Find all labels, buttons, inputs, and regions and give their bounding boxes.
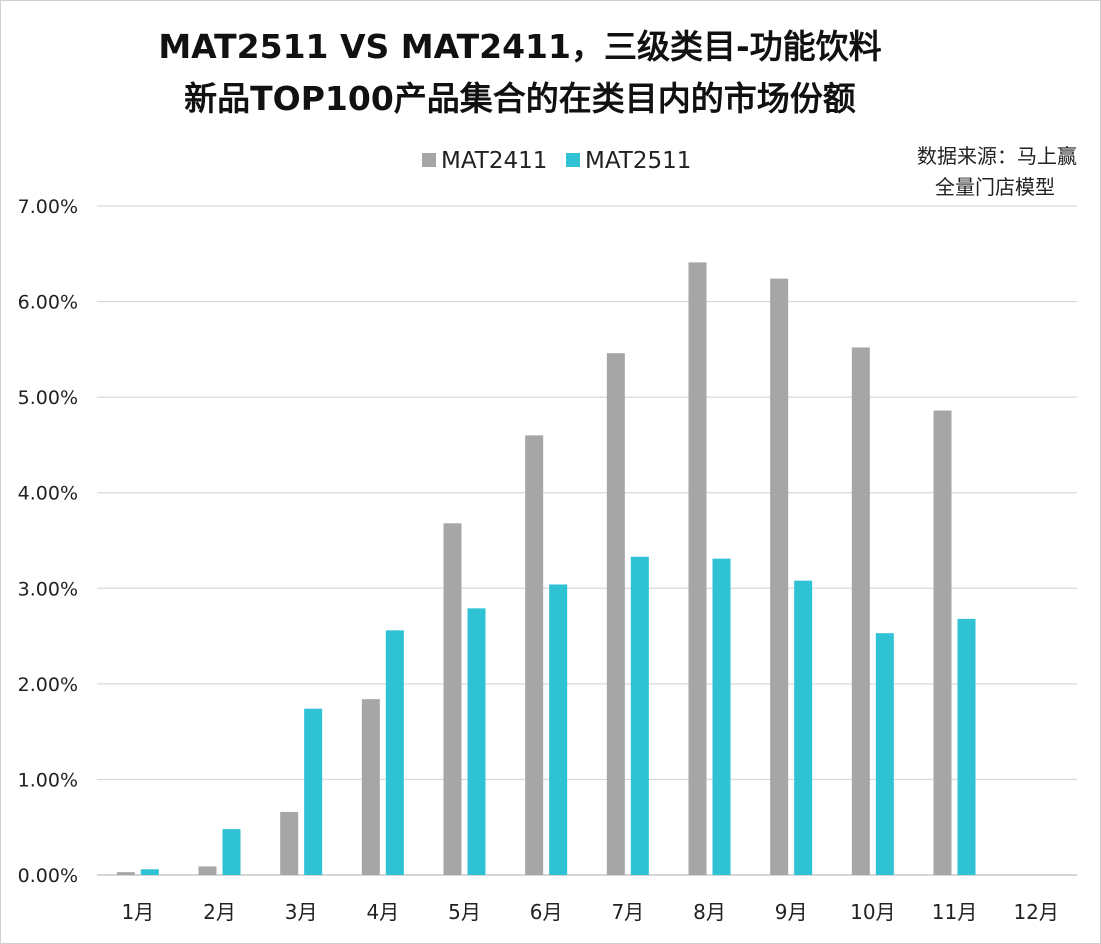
y-tick-label: 5.00% bbox=[18, 387, 78, 409]
bars bbox=[116, 262, 976, 876]
y-tick-label: 4.00% bbox=[18, 483, 78, 505]
bar-mat2411-4 bbox=[361, 699, 380, 875]
bar-mat2511-11 bbox=[957, 618, 976, 875]
legend-swatch-mat2411 bbox=[422, 153, 436, 167]
bar-mat2411-1 bbox=[116, 872, 135, 875]
y-tick-label: 1.00% bbox=[18, 769, 78, 791]
bar-mat2511-4 bbox=[385, 630, 404, 875]
data-source-line2: 全量门店模型 bbox=[935, 175, 1055, 199]
bar-mat2511-6 bbox=[549, 584, 568, 875]
y-tick-label: 6.00% bbox=[18, 292, 78, 314]
bar-mat2411-8 bbox=[688, 262, 707, 875]
legend: MAT2411 MAT2511 bbox=[422, 148, 691, 174]
data-source-line1: 数据来源：马上赢 bbox=[917, 144, 1077, 168]
x-tick-label: 8月 bbox=[693, 900, 726, 924]
x-axis: 1月 2月 3月 4月 5月 6月 7月 8月 9月 10月 11月 12月 bbox=[121, 900, 1058, 924]
bar-mat2511-7 bbox=[630, 556, 649, 875]
legend-label-mat2511: MAT2511 bbox=[585, 148, 691, 174]
x-tick-label: 3月 bbox=[285, 900, 318, 924]
bar-mat2411-7 bbox=[606, 353, 625, 875]
bar-mat2511-9 bbox=[794, 580, 813, 875]
bar-mat2511-1 bbox=[140, 869, 159, 875]
x-tick-label: 9月 bbox=[775, 900, 808, 924]
bar-mat2411-6 bbox=[525, 435, 544, 875]
bar-mat2511-10 bbox=[875, 633, 894, 875]
gridlines bbox=[97, 205, 1077, 876]
y-tick-label: 3.00% bbox=[18, 578, 78, 600]
bar-mat2411-5 bbox=[443, 523, 462, 875]
x-tick-label: 2月 bbox=[203, 900, 236, 924]
bar-mat2511-3 bbox=[304, 708, 323, 875]
x-tick-label: 1月 bbox=[121, 900, 154, 924]
chart-title-line1: MAT2511 VS MAT2411，三级类目-功能饮料 bbox=[158, 27, 881, 66]
bar-mat2511-8 bbox=[712, 558, 731, 875]
bar-mat2511-2 bbox=[222, 829, 241, 875]
bar-mat2411-9 bbox=[770, 278, 789, 875]
bar-mat2411-10 bbox=[851, 347, 870, 876]
bar-mat2411-3 bbox=[280, 811, 299, 875]
chart-title-line2: 新品TOP100产品集合的在类目内的市场份额 bbox=[184, 79, 856, 118]
bar-mat2511-5 bbox=[467, 608, 486, 875]
y-tick-label: 2.00% bbox=[18, 674, 78, 696]
legend-label-mat2411: MAT2411 bbox=[441, 148, 547, 174]
x-tick-label: 7月 bbox=[611, 900, 644, 924]
x-tick-label: 4月 bbox=[366, 900, 399, 924]
x-tick-label: 10月 bbox=[850, 900, 895, 924]
bar-mat2411-11 bbox=[933, 410, 952, 875]
y-tick-label: 0.00% bbox=[18, 865, 78, 887]
x-tick-label: 5月 bbox=[448, 900, 481, 924]
x-tick-label: 12月 bbox=[1013, 900, 1058, 924]
legend-swatch-mat2511 bbox=[566, 153, 580, 167]
x-tick-label: 6月 bbox=[530, 900, 563, 924]
y-tick-label: 7.00% bbox=[18, 196, 78, 218]
y-axis: 0.00% 1.00% 2.00% 3.00% 4.00% 5.00% 6.00% 7.00% bbox=[18, 196, 78, 887]
x-tick-label: 11月 bbox=[932, 900, 977, 924]
bar-mat2411-2 bbox=[198, 866, 217, 875]
